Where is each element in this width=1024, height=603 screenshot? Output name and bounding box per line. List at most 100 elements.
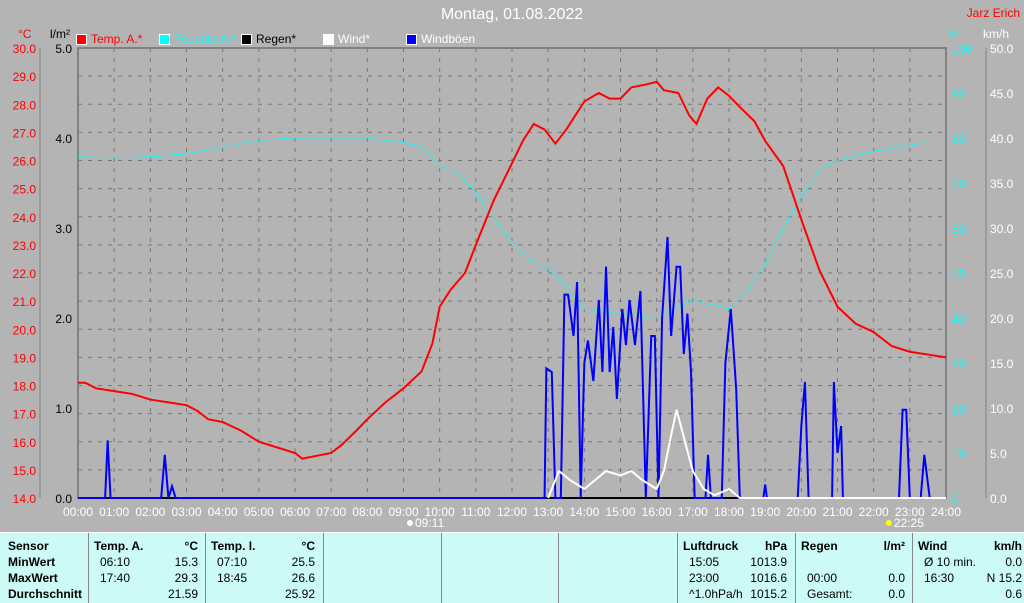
temp-tick-label: 29.0 <box>13 70 37 84</box>
wind-tick-label: 0.0 <box>990 492 1007 506</box>
x-tick-label: 11:00 <box>461 505 490 519</box>
hum-unit: % <box>948 27 959 41</box>
sensor-row-label: MinWert <box>8 555 56 569</box>
x-tick-label: 23:00 <box>895 505 925 519</box>
x-tick-label: 04:00 <box>208 505 238 519</box>
rain-tick-label: 3.0 <box>55 222 72 236</box>
rain-unit: l/m² <box>883 539 905 553</box>
x-tick-label: 19:00 <box>750 505 780 519</box>
temp-tick-label: 17.0 <box>13 408 37 422</box>
hum-tick-label: 90 <box>952 87 966 101</box>
legend-humidity: Feuchte A.* <box>159 32 236 46</box>
x-tick-label: 08:00 <box>352 505 382 519</box>
x-tick-label: 15:00 <box>605 505 635 519</box>
pressure-row-label: 23:00 <box>689 571 720 585</box>
wind-row-label: 16:30 <box>924 571 955 585</box>
pressure-unit: hPa <box>764 539 787 553</box>
wind-tick-label: 50.0 <box>990 42 1014 56</box>
rain-tick-label: 0.0 <box>55 492 72 506</box>
temp-i-row-value: 25.92 <box>284 587 315 601</box>
rain-row-label: Gesamt: <box>807 587 853 601</box>
wind-unit: km/h <box>983 27 1010 41</box>
temp-tick-label: 30.0 <box>13 42 37 56</box>
temp-unit: °C <box>18 27 32 41</box>
temp-i-row-value: 26.6 <box>291 571 315 585</box>
temp-i-row-label: 18:45 <box>217 571 248 585</box>
x-tick-label: 14:00 <box>569 505 599 519</box>
wind-tick-label: 45.0 <box>990 87 1014 101</box>
x-tick-label: 13:00 <box>533 505 563 519</box>
temp-tick-label: 27.0 <box>13 126 37 140</box>
temp-tick-label: 24.0 <box>13 211 37 225</box>
temp-a-row-value: 21.59 <box>167 587 198 601</box>
hum-tick-label: 100 <box>952 42 972 56</box>
rain-row-value: 0.0 <box>888 571 905 585</box>
stats-panel: Sensor MinWert MaxWert Durchschnitt Temp. A.… <box>0 532 1024 603</box>
temp-tick-label: 26.0 <box>13 155 37 169</box>
legend-swatch <box>323 33 334 45</box>
wind-tick-label: 15.0 <box>990 357 1014 371</box>
temp-a-unit: °C <box>184 539 198 553</box>
temp-tick-label: 16.0 <box>13 436 37 450</box>
temp-tick-label: 19.0 <box>13 351 37 365</box>
legend-wind: Wind* <box>323 32 370 46</box>
temp-tick-label: 25.0 <box>13 183 37 197</box>
legend-swatch <box>406 33 417 45</box>
rain-row-value: 0.0 <box>888 587 905 601</box>
wind-tick-label: 40.0 <box>990 132 1014 146</box>
temp-a-row-label: 06:10 <box>100 555 131 569</box>
x-tick-label: 12:00 <box>497 505 527 519</box>
temp-tick-label: 28.0 <box>13 98 37 112</box>
wind-tick-label: 35.0 <box>990 177 1014 191</box>
wind-tick-label: 25.0 <box>990 267 1014 281</box>
x-tick-label: 03:00 <box>171 505 201 519</box>
wind-unit: km/h <box>993 539 1022 553</box>
x-tick-label: 00:00 <box>63 505 93 519</box>
legend-rain: Regen* <box>241 32 296 46</box>
legend-swatch <box>241 33 252 45</box>
temp-tick-label: 14.0 <box>13 492 37 506</box>
wind-tick-label: 5.0 <box>990 447 1007 461</box>
temp-a-row-value: 15.3 <box>174 555 198 569</box>
series-feuchtea-line <box>77 137 928 319</box>
x-tick-label: 07:00 <box>316 505 346 519</box>
legend-gusts: Windböen <box>406 32 475 46</box>
x-tick-label: 01:00 <box>99 505 129 519</box>
legend-label: Wind* <box>338 32 371 46</box>
pressure-row-value: 1013.9 <box>750 555 787 569</box>
rain-header: Regen <box>801 539 838 553</box>
hum-tick-label: 70 <box>952 177 966 191</box>
x-tick-label: 24:00 <box>931 505 961 519</box>
chart-title: Montag, 01.08.2022 <box>440 6 584 23</box>
x-tick-label: 16:00 <box>642 505 672 519</box>
hum-tick-label: 60 <box>952 222 966 236</box>
sunrise-icon <box>407 520 414 526</box>
temp-i-header: Temp. I. <box>211 539 256 553</box>
wind-header: Wind <box>918 539 948 553</box>
legend-label: Feuchte A.* <box>174 32 237 46</box>
x-tick-label: 02:00 <box>135 505 165 519</box>
temp-i-row-label: 07:10 <box>217 555 248 569</box>
legend-temp: Temp. A.* <box>76 32 142 46</box>
temp-tick-label: 15.0 <box>13 464 37 478</box>
hum-tick-label: 30 <box>952 357 966 371</box>
pressure-row-label: 15:05 <box>689 555 720 569</box>
x-tick-label: 18:00 <box>714 505 744 519</box>
sunset-icon <box>885 520 892 526</box>
pressure-row-value: 1016.6 <box>750 571 787 585</box>
temp-tick-label: 18.0 <box>13 380 37 394</box>
legend-label: Windböen <box>421 32 476 46</box>
rain-row-label: 00:00 <box>807 571 838 585</box>
temp-tick-label: 22.0 <box>13 267 37 281</box>
legend-swatch <box>76 33 87 45</box>
sensor-header: Sensor <box>8 539 49 553</box>
series-wind-line <box>547 409 946 499</box>
x-tick-label: 20:00 <box>786 505 816 519</box>
legend-label: Regen* <box>256 32 297 46</box>
wind-tick-label: 20.0 <box>990 312 1014 326</box>
x-tick-label: 10:00 <box>425 505 455 519</box>
x-tick-label: 17:00 <box>678 505 708 519</box>
wind-row-label: Ø 10 min. <box>924 555 977 569</box>
temp-a-header: Temp. A. <box>94 539 144 553</box>
temp-a-row-value: 29.3 <box>174 571 198 585</box>
